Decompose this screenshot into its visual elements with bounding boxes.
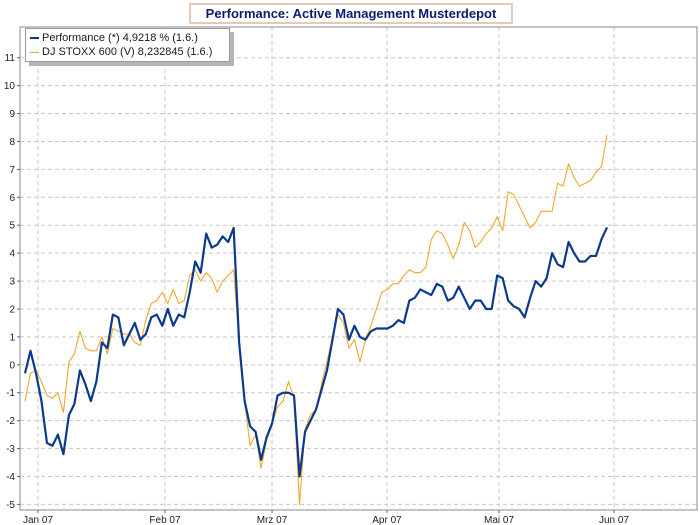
y-tick-label: 11 [5,53,16,64]
y-tick-label: 2 [9,304,15,315]
grid [20,27,697,510]
y-tick-label: 1 [9,332,15,343]
legend-entry-performance: Performance (*) 4,9218 % (1.6.) [30,31,198,45]
series-line-performance [23,226,608,478]
x-tick-label: Mrz 07 [257,515,288,525]
x-tick-label: Jun 07 [599,515,629,525]
y-tick-label: 5 [9,221,15,232]
y-tick-label: -2 [6,416,15,427]
y-tick-label: 10 [4,81,16,92]
x-tick-label: Feb 07 [149,515,181,525]
chart-title: Performance: Active Management Musterdep… [189,3,513,24]
series [23,134,608,505]
y-tick-label: -4 [6,472,15,483]
legend-swatch-performance [30,37,39,39]
y-tick-label: -5 [6,500,15,511]
y-tick-label: -1 [6,388,15,399]
y-tick-label: 7 [9,165,15,176]
y-tick-label: 4 [9,249,15,260]
y-tick-label: 9 [9,109,15,120]
y-tick-label: 8 [9,137,15,148]
x-tick-label: Apr 07 [372,515,402,525]
y-tick-label: 3 [9,277,15,288]
legend-entry-stoxx: DJ STOXX 600 (V) 8,232845 (1.6.) [30,45,212,59]
y-tick-label: 6 [9,193,15,204]
legend: Performance (*) 4,9218 % (1.6.) DJ STOXX… [25,28,230,62]
legend-swatch-stoxx [30,51,39,53]
y-tick-label: 0 [9,360,15,371]
x-tick-label: Jan 07 [23,515,53,525]
axes: -5 -4 -3 -2 -1 0 1 2 3 4 5 6 7 8 9 10 11 Jan 07 Feb 07 Mrz … [4,53,630,525]
x-tick-label: Mai 07 [484,515,514,525]
legend-label-stoxx: DJ STOXX 600 (V) 8,232845 (1.6.) [42,46,213,58]
legend-label-performance: Performance (*) 4,9218 % (1.6.) [42,32,198,44]
y-tick-label: -3 [6,444,15,455]
plot-area-frame [19,26,698,511]
